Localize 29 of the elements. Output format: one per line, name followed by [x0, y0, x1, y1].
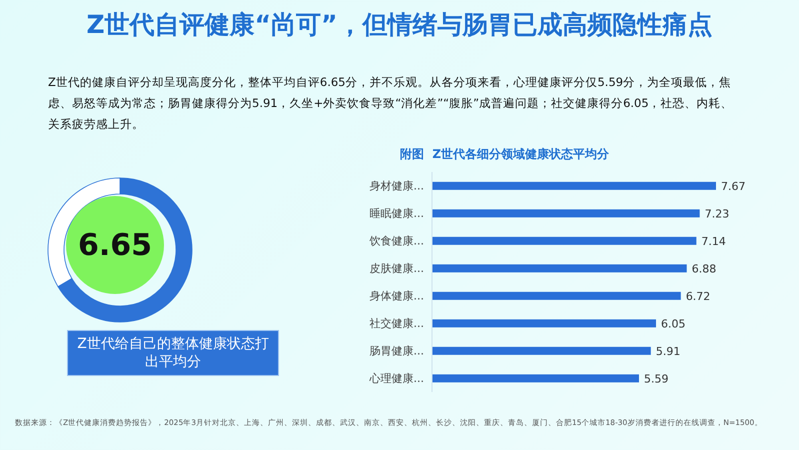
data-label: 7.23: [704, 207, 730, 220]
data-label: 7.67: [721, 180, 746, 193]
chart-title: 附图 Z世代各细分领域健康状态平均分: [400, 146, 610, 163]
y-tick-label: 睡眠健康...: [370, 207, 424, 220]
y-tick-label: 饮食健康...: [368, 234, 424, 248]
text: Z世代给自己的整体健康状态打出平均分: [67, 330, 279, 376]
y-tick-label: 皮肤健康...: [370, 262, 424, 276]
bar: [432, 236, 696, 245]
data-label: 7.14: [701, 234, 726, 248]
bar: [432, 209, 700, 218]
bar: [432, 374, 639, 382]
y-tick-label: 社交健康...: [370, 317, 424, 330]
bar: [432, 319, 656, 328]
bar: [432, 182, 716, 190]
data-label: 6.72: [686, 290, 710, 303]
y-tick-label: 身体健康...: [370, 290, 424, 303]
y-tick-label: 心理健康...: [368, 372, 424, 386]
data-label: 5.91: [656, 344, 680, 358]
bar: [432, 264, 687, 272]
y-tick-label: 肠胃健康...: [370, 344, 424, 358]
text: 6.65: [76, 228, 154, 263]
y-tick-label: 身材健康...: [370, 180, 424, 193]
data-label: 6.88: [692, 262, 716, 276]
bar: [432, 346, 651, 355]
data-label: 6.05: [661, 317, 686, 330]
text: Z世代的健康自评分却呈现高度分化，整体平均自评6.65分，并不乐观。从各分项来看，心理健康评分仅5.59分，为全项最低，焦虑、易怒等成为常态；肠胃健康得分为5.91，久坐+外卖饮食导致“消化差”“腹胀”成普遍问题；社交健康得分6.05，社恐、内耗、关系疲劳感上升。: [48, 74, 734, 133]
text: Z世代自评健康“尚可”，但情绪与肠胃已成高频隐性痛点: [86, 9, 714, 41]
data-label: 5.59: [644, 372, 668, 386]
bar: [432, 292, 681, 300]
